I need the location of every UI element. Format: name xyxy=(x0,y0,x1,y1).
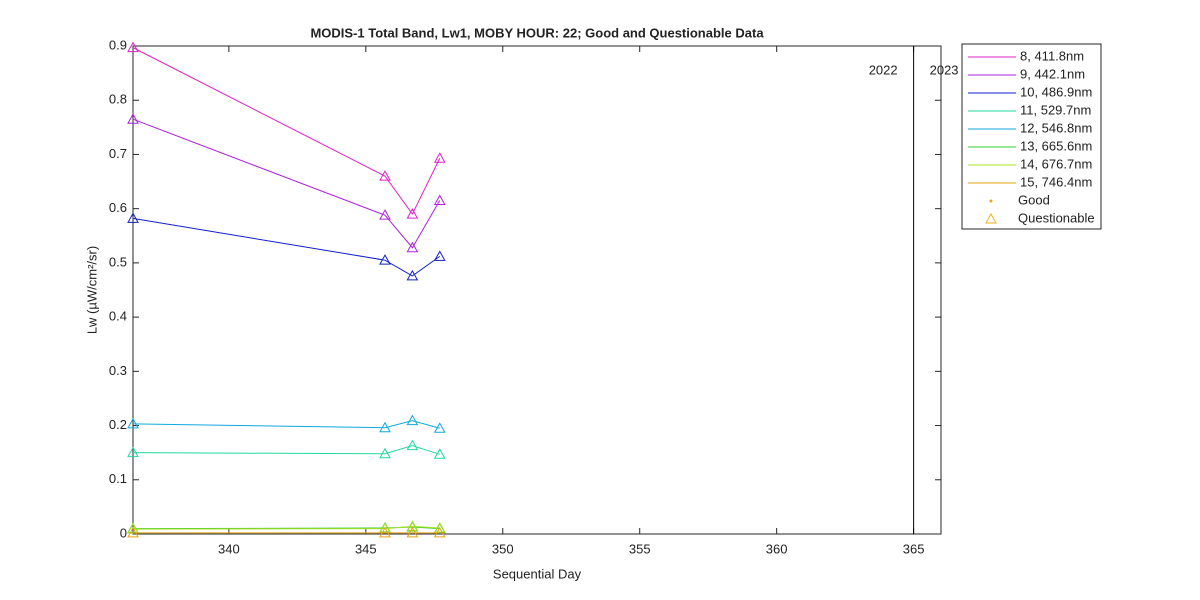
questionable-marker xyxy=(127,446,139,458)
questionable-marker xyxy=(433,526,446,538)
questionable-marker xyxy=(127,417,139,429)
x-axis-label: Sequential Day xyxy=(493,566,582,581)
questionable-marker xyxy=(379,421,391,433)
questionable-marker xyxy=(127,113,139,124)
y-tick-label: 0.4 xyxy=(109,309,127,324)
questionable-marker xyxy=(406,520,419,531)
legend-label: 13, 665.6nm xyxy=(1020,138,1092,153)
questionable-marker xyxy=(379,254,391,265)
chart-title: MODIS-1 Total Band, Lw1, MOBY HOUR: 22; … xyxy=(310,25,764,40)
questionable-marker xyxy=(406,208,419,219)
questionable-marker xyxy=(127,212,139,223)
y-axis-label: Lw (µW/cm²/sr) xyxy=(84,246,99,334)
y-tick-label: 0.8 xyxy=(109,92,127,107)
y-tick-label: 0.9 xyxy=(109,37,127,52)
questionable-marker xyxy=(406,269,419,281)
questionable-marker xyxy=(127,41,139,53)
questionable-marker xyxy=(379,170,391,181)
questionable-marker xyxy=(127,526,139,538)
legend-label: 8, 411.8nm xyxy=(1020,48,1084,63)
questionable-marker xyxy=(406,526,419,538)
x-tick-label: 365 xyxy=(903,541,925,556)
questionable-marker xyxy=(406,414,419,426)
y-tick-label: 0.6 xyxy=(109,200,127,215)
questionable-marker xyxy=(379,526,391,538)
legend-label: Good xyxy=(1018,192,1050,207)
x-tick-label: 355 xyxy=(629,541,651,556)
y-tick-label: 0.3 xyxy=(109,363,127,378)
legend-label: 9, 442.1nm xyxy=(1020,66,1085,81)
legend-marker xyxy=(989,199,993,203)
series-line xyxy=(132,118,441,249)
questionable-marker xyxy=(433,194,446,206)
legend-label: 15, 746.4nm xyxy=(1020,174,1092,189)
series-line xyxy=(132,420,440,429)
y-tick-label: 0.7 xyxy=(109,146,127,161)
y-tick-label: 0 xyxy=(120,525,127,540)
questionable-marker xyxy=(433,152,446,163)
legend-label: 14, 676.7nm xyxy=(1020,156,1092,171)
year-label: 2022 xyxy=(869,62,898,77)
x-tick-label: 350 xyxy=(492,541,514,556)
series-line xyxy=(132,217,441,277)
questionable-marker xyxy=(379,209,391,220)
legend-marker xyxy=(985,212,997,224)
questionable-marker xyxy=(433,422,446,433)
y-tick-label: 0.2 xyxy=(109,417,127,432)
y-tick-label: 0.5 xyxy=(109,254,127,269)
x-tick-label: 340 xyxy=(218,541,240,556)
questionable-marker xyxy=(433,250,446,261)
year-label: 2023 xyxy=(930,62,959,77)
legend-label: Questionable xyxy=(1018,210,1095,225)
legend-label: 12, 546.8nm xyxy=(1020,120,1092,135)
legend-label: 11, 529.7nm xyxy=(1020,102,1091,117)
series-line xyxy=(132,47,441,216)
legend-label: 10, 486.9nm xyxy=(1020,84,1092,99)
series-line xyxy=(132,525,440,530)
plot-frame xyxy=(132,45,942,535)
questionable-marker xyxy=(406,241,419,253)
series-line xyxy=(132,445,440,455)
y-tick-label: 0.1 xyxy=(109,471,127,486)
questionable-marker xyxy=(379,447,391,459)
questionable-marker xyxy=(433,522,446,533)
questionable-marker xyxy=(433,448,446,459)
x-tick-label: 345 xyxy=(355,541,377,556)
x-tick-label: 360 xyxy=(766,541,788,556)
questionable-marker xyxy=(406,439,419,451)
